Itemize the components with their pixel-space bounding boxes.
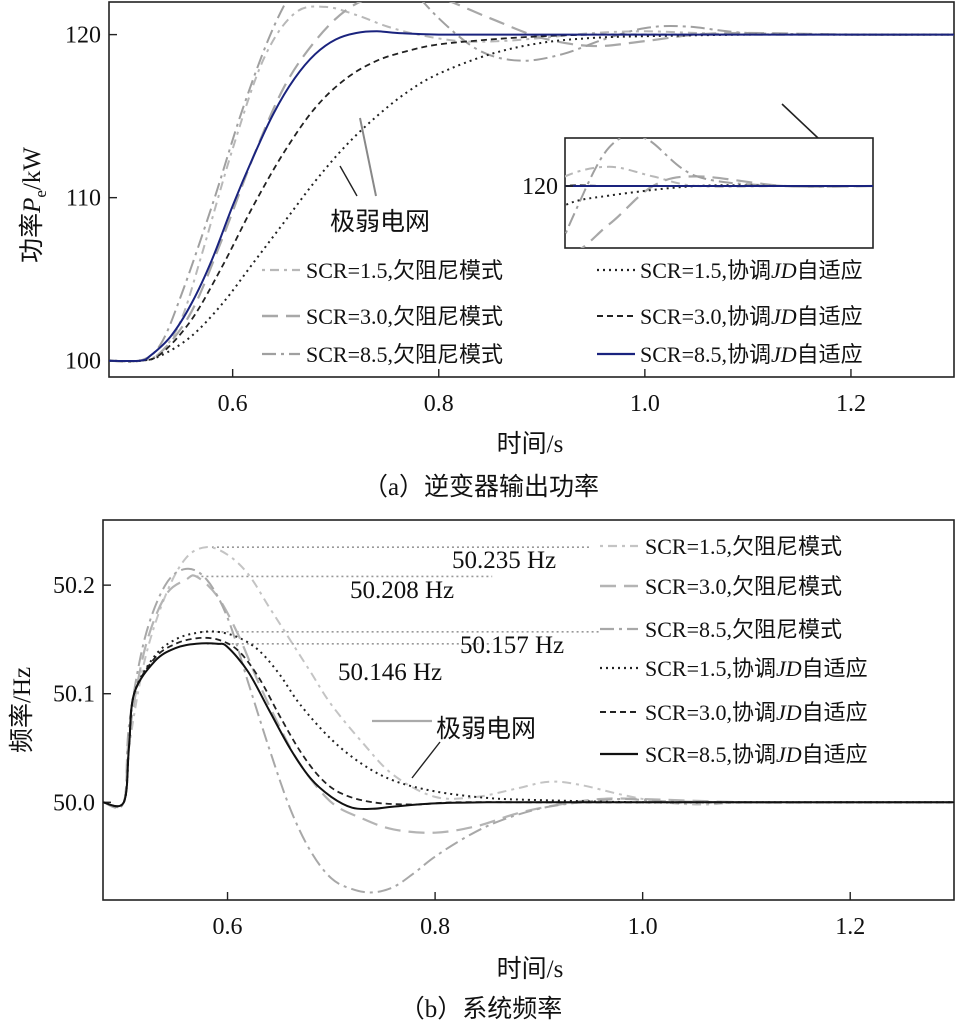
plot-area-b bbox=[102, 519, 955, 901]
annotation-b: 极弱电网 bbox=[372, 715, 536, 779]
series-line-a-5 bbox=[109, 30, 954, 363]
legend-label-b-4: SCR=3.0,协调JD自适应 bbox=[645, 700, 868, 725]
ylabel-a-unit: /kW bbox=[19, 147, 46, 190]
plot-area-a bbox=[108, 1, 955, 378]
ytick-label-a-0: 100 bbox=[65, 349, 101, 375]
legend-label-b-1: SCR=3.0,欠阻尼模式 bbox=[645, 574, 842, 599]
inset-tick-label: 120 bbox=[522, 174, 558, 200]
legend-label-b-3: SCR=1.5,协调JD自适应 bbox=[645, 656, 868, 681]
inset-a: 120 bbox=[522, 103, 874, 249]
panel-a: 0.6 0.8 1.0 1.2 100 110 120 120 极弱电网 SCR=1.5,欠… bbox=[18, 1, 955, 501]
series-group-b bbox=[103, 546, 954, 894]
peak-label-2: 50.208 Hz bbox=[350, 577, 454, 604]
xtick-label-b-3: 1.2 bbox=[835, 914, 865, 940]
legend-label-b-0: SCR=1.5,欠阻尼模式 bbox=[645, 534, 842, 559]
ylabel-a-prefix: 功率 bbox=[18, 213, 46, 263]
axes-a: 0.6 0.8 1.0 1.2 100 110 120 bbox=[65, 23, 866, 417]
annotation-text-a: 极弱电网 bbox=[330, 208, 430, 236]
inset-series-group bbox=[565, 138, 873, 248]
xtick-label-a-1: 0.8 bbox=[424, 391, 454, 417]
series-line-b-2 bbox=[103, 567, 954, 894]
ylabel-a: 功率Pe/kW bbox=[18, 147, 50, 263]
legend-label-a-3: SCR=1.5,协调JD自适应 bbox=[640, 258, 863, 283]
series-line-a-0 bbox=[109, 5, 954, 363]
ylabel-b: 频率/Hz bbox=[8, 667, 36, 753]
legend-label-a-4: SCR=3.0,协调JD自适应 bbox=[640, 304, 863, 329]
panel-b: 0.6 0.8 1.0 1.250.050.150.2 极弱电网 50.235 Hz … bbox=[8, 519, 955, 1023]
legend-label-a-2: SCR=8.5,欠阻尼模式 bbox=[306, 342, 503, 367]
caption-b: （b）系统频率 bbox=[400, 995, 563, 1023]
ytick-label-a-1: 110 bbox=[66, 186, 101, 212]
inset-frame bbox=[564, 137, 874, 249]
xlabel-b: 时间/s bbox=[497, 955, 564, 983]
legend-label-b-5: SCR=8.5,协调JD自适应 bbox=[645, 742, 868, 767]
ytick-label-a-2: 120 bbox=[65, 23, 101, 49]
legend-b: SCR=1.5,欠阻尼模式 SCR=3.0,欠阻尼模式 SCR=8.5,欠阻尼模式 S… bbox=[600, 534, 868, 767]
axes-b: 0.6 0.8 1.0 1.2 50.0 50.1 50.2 bbox=[53, 573, 865, 940]
legend-label-a-1: SCR=3.0,欠阻尼模式 bbox=[306, 304, 503, 329]
series-line-a-3 bbox=[109, 33, 954, 363]
annotation-arrow-a1 bbox=[359, 117, 377, 197]
series-group-a bbox=[109, 2, 954, 363]
legend-label-b-2: SCR=8.5,欠阻尼模式 bbox=[645, 617, 842, 642]
ytick-label-b-2: 50.2 bbox=[53, 573, 95, 599]
legend-label-a-5: SCR=8.5,协调JD自适应 bbox=[640, 342, 863, 367]
svg-text:功率Pe/kW: 功率Pe/kW bbox=[18, 147, 50, 263]
legend-label-a-0: SCR=1.5,欠阻尼模式 bbox=[306, 258, 503, 283]
xtick-label-a-0: 0.6 bbox=[218, 391, 248, 417]
ylabel-a-sub: e bbox=[31, 190, 50, 198]
legend-a: SCR=1.5,欠阻尼模式 SCR=3.0,欠阻尼模式 SCR=8.5,欠阻尼模式 S… bbox=[262, 258, 863, 367]
xtick-label-a-3: 1.2 bbox=[836, 391, 866, 417]
annotation-arrow-b2 bbox=[411, 741, 441, 779]
ylabel-b-text: 频率/Hz bbox=[8, 667, 36, 753]
peak-label-3: 50.157 Hz bbox=[460, 632, 564, 659]
xtick-label-b-1: 0.8 bbox=[420, 914, 450, 940]
series-line-a-2 bbox=[109, 2, 954, 363]
caption-a: （a）逆变器输出功率 bbox=[363, 473, 599, 501]
series-line-b-5 bbox=[103, 642, 954, 811]
xlabel-a: 时间/s bbox=[497, 430, 564, 458]
xtick-label-a-2: 1.0 bbox=[630, 391, 660, 417]
ytick-label-b-1: 50.1 bbox=[53, 682, 95, 708]
series-line-b-1 bbox=[103, 574, 954, 834]
ylabel-a-symbol: P bbox=[19, 198, 46, 214]
peak-label-1: 50.235 Hz bbox=[452, 547, 556, 574]
annotation-arrow-a2 bbox=[339, 165, 358, 197]
xtick-label-b-2: 1.0 bbox=[628, 914, 658, 940]
xtick-label-b-0: 0.6 bbox=[213, 914, 243, 940]
peak-lines-b bbox=[196, 546, 602, 645]
annotation-a: 极弱电网 bbox=[330, 117, 430, 236]
ytick-label-b-0: 50.0 bbox=[53, 790, 95, 816]
annotation-text-b: 极弱电网 bbox=[436, 715, 536, 743]
inset-leader-line bbox=[781, 103, 819, 139]
peak-label-4: 50.146 Hz bbox=[338, 659, 442, 686]
